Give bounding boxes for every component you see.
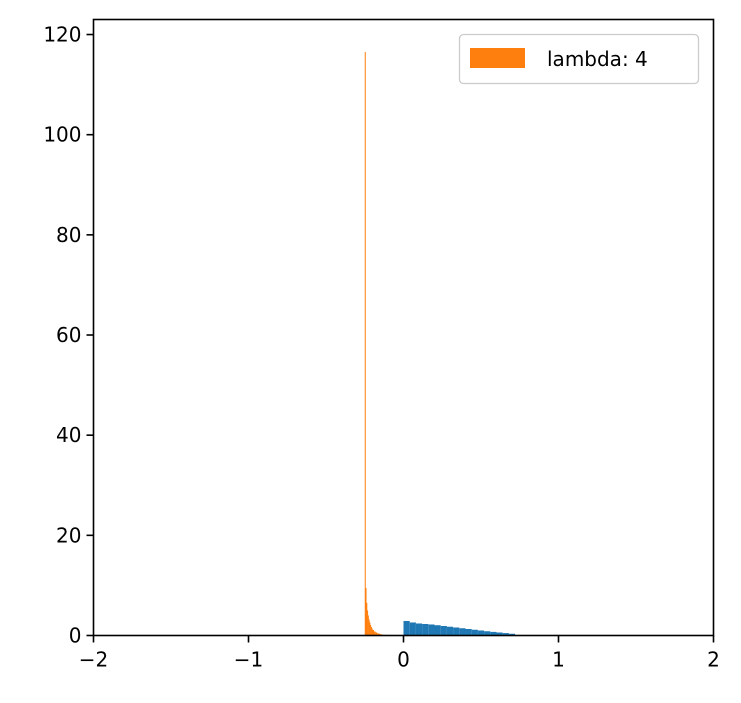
y-tick-label: 20: [56, 523, 81, 547]
histogram-bar: [446, 626, 454, 636]
histogram-bar: [375, 632, 378, 636]
histogram-bar: [372, 629, 375, 636]
legend-label: lambda: 4: [547, 47, 648, 71]
x-tick-label: 0: [397, 648, 410, 672]
histogram-bar: [378, 633, 381, 636]
x-axis: −2 −1 0 1 2: [79, 635, 720, 672]
histogram-bar: [484, 631, 491, 636]
y-tick-label: 100: [43, 123, 81, 147]
legend-swatch: [470, 48, 525, 68]
histogram-bar: [368, 619, 370, 636]
histogram-bar: [415, 623, 423, 636]
histogram-bar: [374, 631, 376, 636]
histogram-bar: [365, 587, 367, 636]
x-tick-label: 1: [552, 648, 565, 672]
histogram-bar: [369, 622, 371, 636]
histogram-bar: [422, 623, 429, 636]
histogram-bar: [434, 625, 441, 636]
histogram-bar: [428, 624, 435, 636]
x-tick-label: −2: [79, 648, 108, 672]
histogram-bar: [496, 632, 503, 636]
histogram-bar: [409, 622, 416, 636]
histogram-bar: [403, 620, 410, 636]
y-tick-label: 60: [56, 323, 81, 347]
histogram-bar: [502, 633, 509, 636]
x-tick-label: 2: [707, 648, 720, 672]
y-tick-label: 40: [56, 423, 81, 447]
histogram-bar: [508, 633, 516, 636]
y-tick-label: 80: [56, 223, 81, 247]
legend: lambda: 4: [458, 33, 700, 85]
histogram-bar: [370, 626, 372, 636]
y-axis: 0 20 40 60 80 100 120: [43, 23, 94, 648]
histogram-bar: [465, 628, 472, 636]
x-tick-label: −1: [234, 648, 263, 672]
histogram-bar: [371, 628, 373, 636]
y-tick-label: 120: [43, 23, 81, 47]
histogram-bar: [459, 628, 466, 636]
histogram-bar: [366, 602, 368, 636]
histogram-bar: [367, 615, 369, 636]
histogram-bar: [440, 625, 447, 636]
histogram-bar: [471, 629, 478, 636]
legend-box: [458, 33, 700, 85]
histogram-bar: [367, 610, 369, 636]
y-tick-label: 0: [69, 624, 82, 648]
histogram-bar: [453, 627, 460, 636]
histogram-bar: [490, 631, 497, 636]
histogram-bar: [364, 52, 366, 636]
histogram-bar: [477, 630, 485, 636]
histogram-bar: [377, 633, 379, 636]
histogram-bar: [370, 624, 372, 636]
